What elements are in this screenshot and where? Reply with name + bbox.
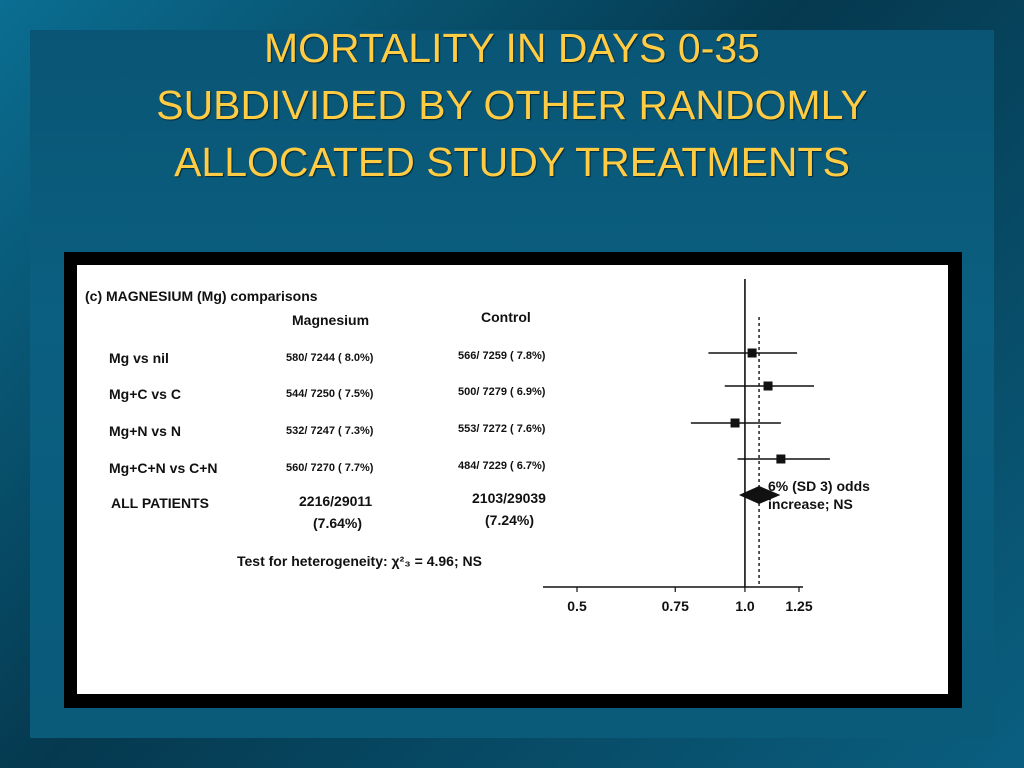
slide-title: MORTALITY IN DAYS 0-35 SUBDIVIDED BY OTH… <box>0 20 1024 191</box>
heterogeneity-test: Test for heterogeneity: χ²₃ = 4.96; NS <box>237 553 482 569</box>
panel-heading: (c) MAGNESIUM (Mg) comparisons <box>85 288 318 304</box>
row-magnesium-value: 560/ 7270 ( 7.7%) <box>286 462 374 474</box>
all-patients-magnesium-pct: (7.64%) <box>313 515 362 531</box>
point-estimate <box>730 418 740 428</box>
row-label: Mg+N vs N <box>109 423 181 439</box>
row-label: Mg vs nil <box>109 350 169 366</box>
row-control-value: 566/ 7259 ( 7.8%) <box>458 350 546 362</box>
row-magnesium-value: 532/ 7247 ( 7.3%) <box>286 425 374 437</box>
title-line-2: SUBDIVIDED BY OTHER RANDOMLY <box>156 82 868 128</box>
column-header-magnesium: Magnesium <box>292 312 369 328</box>
point-estimate <box>747 348 757 358</box>
title-line-3: ALLOCATED STUDY TREATMENTS <box>174 139 850 185</box>
x-tick-label: 1.0 <box>735 598 755 614</box>
row-control-value: 484/ 7229 ( 6.7%) <box>458 460 546 472</box>
all-patients-control-count: 2103/29039 <box>472 490 546 506</box>
row-control-value: 553/ 7272 ( 7.6%) <box>458 423 546 435</box>
column-header-control: Control <box>481 309 531 325</box>
row-magnesium-value: 544/ 7250 ( 7.5%) <box>286 388 374 400</box>
figure-image: (c) MAGNESIUM (Mg) comparisons Magnesium… <box>77 265 948 694</box>
all-patients-label: ALL PATIENTS <box>111 495 209 511</box>
summary-annotation-line-1: 6% (SD 3) odds <box>768 478 870 494</box>
x-tick-label: 0.5 <box>567 598 587 614</box>
point-estimate <box>763 381 773 391</box>
summary-annotation-line-2: increase; NS <box>768 496 853 512</box>
row-label: Mg+C+N vs C+N <box>109 460 218 476</box>
x-tick-label: 0.75 <box>662 598 689 614</box>
row-magnesium-value: 580/ 7244 ( 8.0%) <box>286 352 374 364</box>
forest-plot: 0.5 0.75 1.0 1.25 <box>543 279 830 614</box>
overall-diamond <box>738 486 781 504</box>
point-estimate <box>776 454 786 464</box>
forest-plot-figure: (c) MAGNESIUM (Mg) comparisons Magnesium… <box>85 279 870 614</box>
x-tick-label: 1.25 <box>785 598 812 614</box>
all-patients-magnesium-count: 2216/29011 <box>299 493 372 509</box>
figure-border: (c) MAGNESIUM (Mg) comparisons Magnesium… <box>64 252 962 708</box>
row-label: Mg+C vs C <box>109 386 181 402</box>
all-patients-control-pct: (7.24%) <box>485 512 534 528</box>
row-control-value: 500/ 7279 ( 6.9%) <box>458 386 546 398</box>
title-line-1: MORTALITY IN DAYS 0-35 <box>264 25 760 71</box>
